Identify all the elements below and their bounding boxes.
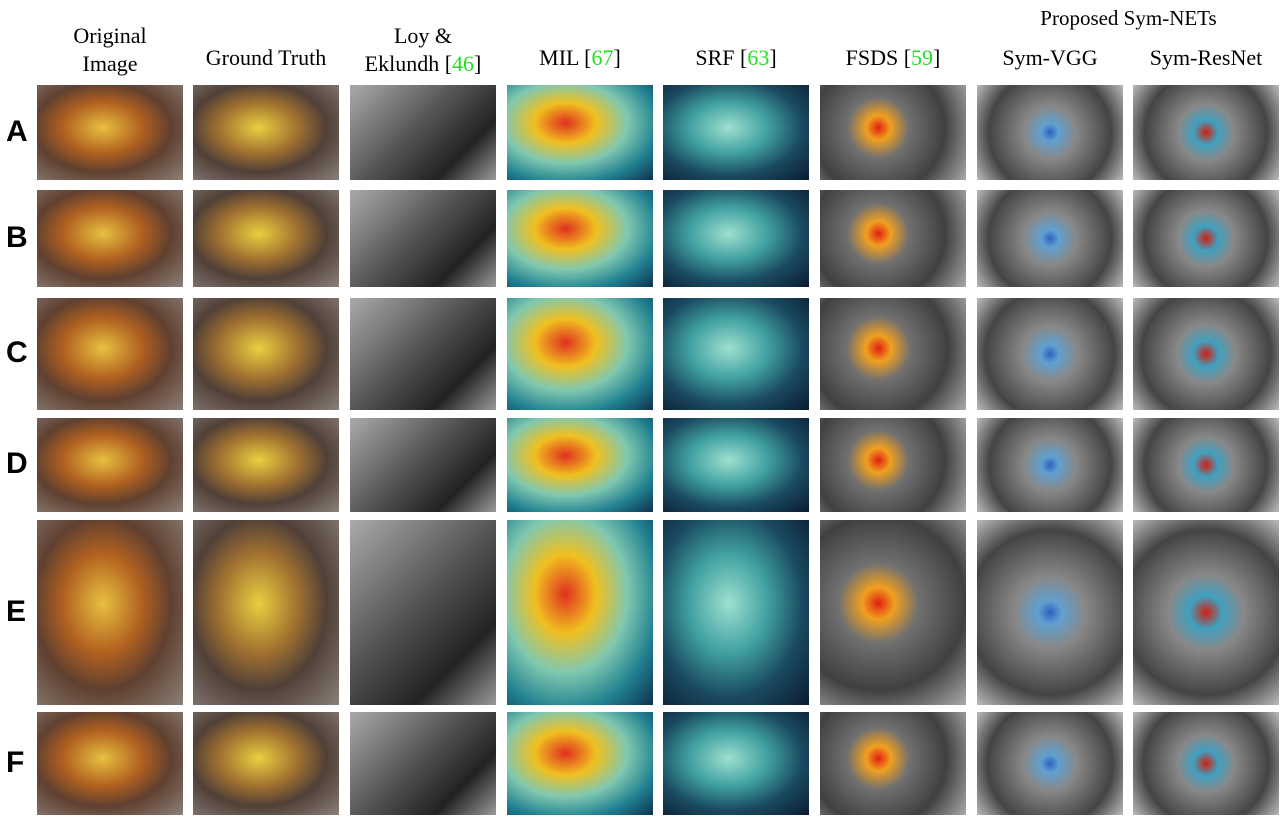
header-line: Sym-VGG — [1002, 45, 1098, 70]
header-line: SRF [ — [695, 45, 748, 70]
image — [1133, 298, 1279, 410]
row-label: F — [6, 745, 25, 779]
image — [977, 712, 1123, 815]
image — [507, 190, 653, 287]
image — [507, 418, 653, 512]
image — [350, 298, 496, 410]
image — [37, 520, 183, 705]
image — [193, 418, 339, 512]
header-line: ] — [613, 45, 621, 70]
image — [350, 190, 496, 287]
column-header: SRF [63] — [658, 44, 814, 72]
image — [350, 85, 496, 180]
image — [1133, 712, 1279, 815]
image — [193, 190, 339, 287]
image — [1133, 418, 1279, 512]
citation: 46 — [452, 51, 475, 76]
image — [507, 85, 653, 180]
citation: 67 — [591, 45, 614, 70]
image — [507, 520, 653, 705]
image — [663, 298, 809, 410]
header-line: Loy & — [393, 23, 453, 48]
image — [663, 520, 809, 705]
header-line: Ground Truth — [205, 45, 327, 70]
column-header: Sym-VGG — [972, 44, 1128, 72]
column-header: MIL [67] — [502, 44, 658, 72]
column-header: Loy & Eklundh [46] — [345, 22, 501, 78]
image — [663, 712, 809, 815]
image — [37, 85, 183, 180]
image — [1133, 190, 1279, 287]
column-header: Ground Truth — [188, 44, 344, 72]
image — [663, 418, 809, 512]
image — [37, 712, 183, 815]
image — [977, 190, 1123, 287]
header-line: Sym-ResNet — [1149, 45, 1263, 70]
image — [977, 418, 1123, 512]
header-line: Image — [82, 51, 138, 76]
row-label: C — [6, 336, 28, 369]
header-line: FSDS [ — [845, 45, 912, 70]
header-line: ] — [474, 51, 482, 76]
citation: 59 — [911, 45, 934, 70]
image — [350, 520, 496, 705]
row-label: E — [6, 594, 27, 628]
image — [37, 298, 183, 410]
image — [820, 298, 966, 410]
header-line: Eklundh [ — [364, 51, 453, 76]
image — [1133, 520, 1279, 705]
image — [820, 712, 966, 815]
image — [820, 85, 966, 180]
image — [350, 712, 496, 815]
image — [820, 190, 966, 287]
citation: 63 — [747, 45, 770, 70]
header-line: ] — [933, 45, 941, 70]
image — [820, 520, 966, 705]
header-line: ] — [769, 45, 777, 70]
image — [350, 418, 496, 512]
image — [193, 85, 339, 180]
row-label: A — [6, 114, 28, 148]
header-line: Original — [73, 23, 147, 48]
column-header: FSDS [59] — [815, 44, 971, 72]
image — [977, 298, 1123, 410]
image — [663, 190, 809, 287]
image — [193, 712, 339, 815]
row-label: D — [6, 447, 28, 480]
image — [1133, 85, 1279, 180]
header-line: MIL [ — [539, 45, 592, 70]
image — [507, 298, 653, 410]
image — [507, 712, 653, 815]
row-label: B — [6, 220, 28, 254]
image — [977, 520, 1123, 705]
group-label: Proposed Sym-NETs — [1040, 6, 1217, 30]
image — [37, 418, 183, 512]
column-header: Sym-ResNet — [1128, 44, 1284, 72]
column-header: Original Image — [32, 22, 188, 78]
image — [663, 85, 809, 180]
image — [193, 298, 339, 410]
image — [977, 85, 1123, 180]
image — [820, 418, 966, 512]
image — [193, 520, 339, 705]
image — [37, 190, 183, 287]
